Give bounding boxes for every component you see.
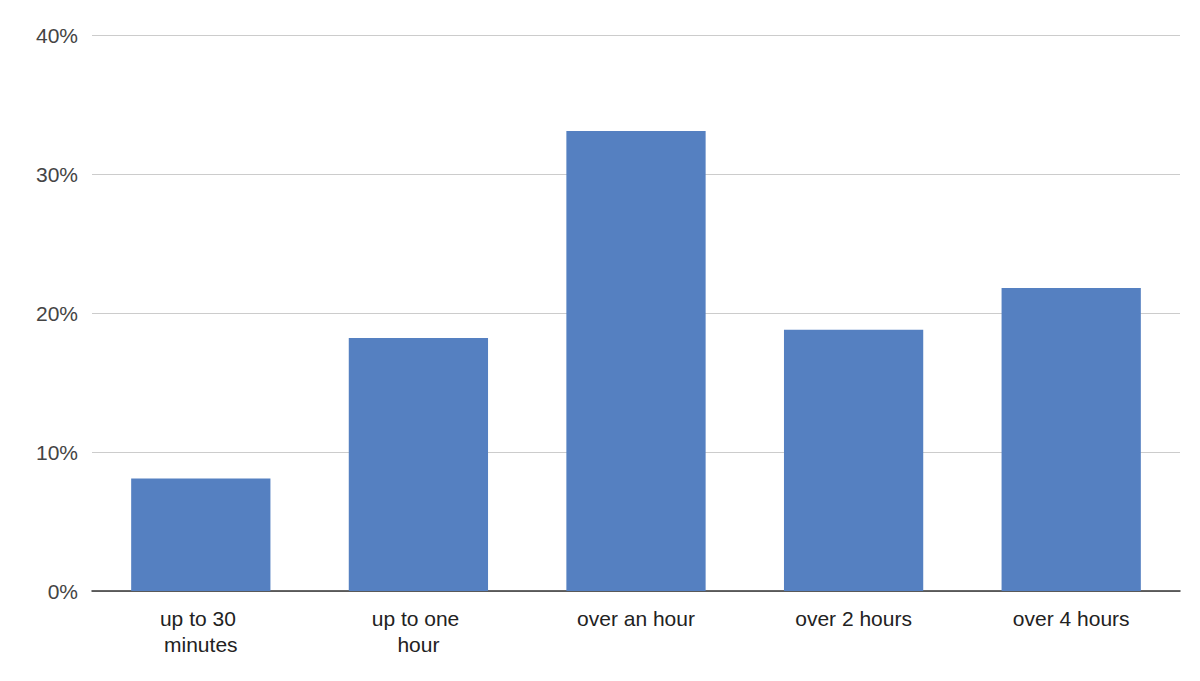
svg-text:over an hour: over an hour [577, 607, 695, 630]
svg-text:20%: 20% [36, 302, 78, 325]
svg-text:up to one: up to one [372, 607, 465, 630]
svg-text:0%: 0% [48, 580, 78, 603]
svg-text:over 2 hours: over 2 hours [795, 607, 912, 630]
svg-text:40%: 40% [36, 24, 78, 47]
svg-text:up to 30: up to 30 [160, 607, 242, 630]
svg-text:minutes: minutes [164, 633, 238, 656]
svg-text:hour: hour [397, 633, 439, 656]
svg-text:30%: 30% [36, 163, 78, 186]
svg-text:10%: 10% [36, 441, 78, 464]
svg-text:over 4 hours: over 4 hours [1013, 607, 1130, 630]
